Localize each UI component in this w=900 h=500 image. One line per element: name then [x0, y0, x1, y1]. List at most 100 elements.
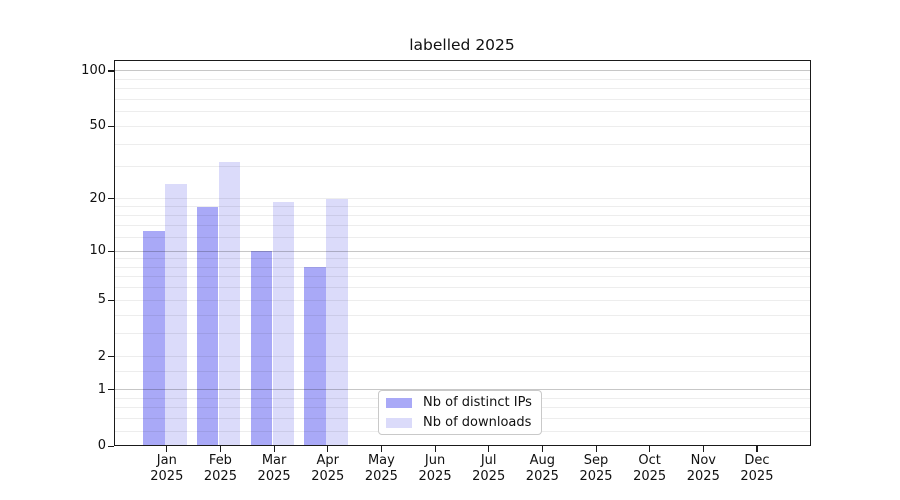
gridline-minor	[115, 332, 811, 334]
gridline-minor	[115, 276, 811, 278]
gridline-minor	[115, 258, 811, 260]
x-tick-mark	[702, 446, 704, 452]
bar-downloads-feb	[218, 161, 241, 446]
x-tick-mark	[541, 446, 544, 452]
gridline-minor	[115, 198, 811, 199]
x-tick-label-apr: Apr 2025	[298, 453, 358, 484]
x-tick-year: 2025	[150, 468, 184, 484]
gridline-minor	[115, 356, 811, 358]
gridline-minor	[115, 143, 811, 145]
y-tick-mark	[108, 198, 114, 200]
gridline-minor	[115, 287, 811, 289]
y-tick-label: 5	[97, 292, 106, 308]
x-tick-label-jul: Jul 2025	[459, 453, 519, 484]
x-tick-month: Jun	[424, 453, 446, 468]
bar-distinct-ips-feb	[196, 206, 219, 446]
x-tick-label-dec: Dec 2025	[727, 453, 787, 484]
y-tick-label: 2	[97, 348, 106, 364]
gridline-minor	[115, 266, 811, 268]
gridline-major	[115, 389, 811, 391]
x-tick-mark	[756, 446, 758, 452]
x-tick-month: Feb	[208, 453, 232, 468]
legend-swatch-icon	[386, 397, 412, 408]
x-tick-label-aug: Aug 2025	[512, 453, 572, 484]
x-tick-mark	[434, 446, 436, 452]
y-tick-mark	[108, 445, 114, 447]
y-tick-mark	[108, 250, 114, 252]
y-tick-label: 100	[81, 62, 106, 78]
x-tick-year: 2025	[633, 468, 667, 484]
x-tick-label-jan: Jan 2025	[137, 453, 197, 484]
gridline-major	[115, 70, 811, 72]
x-tick-year: 2025	[472, 468, 506, 484]
bar-downloads-mar	[272, 202, 295, 446]
x-tick-label-oct: Oct 2025	[620, 453, 680, 484]
gridline-minor	[115, 236, 811, 238]
x-tick-month: May	[367, 453, 395, 468]
gridline-minor	[115, 299, 811, 301]
x-tick-year: 2025	[525, 468, 559, 484]
y-tick-mark	[108, 356, 114, 358]
gridline-minor	[115, 111, 811, 113]
x-tick-year: 2025	[364, 468, 398, 484]
legend-label: Nb of downloads	[423, 415, 532, 430]
bar-distinct-ips-jan	[143, 231, 165, 446]
y-tick-label: 20	[89, 190, 106, 206]
x-tick-mark	[380, 446, 383, 452]
legend-swatch-icon	[386, 417, 412, 428]
y-tick-label: 50	[89, 118, 106, 134]
x-tick-year: 2025	[418, 468, 452, 484]
y-tick-label: 1	[97, 381, 106, 397]
x-tick-month: Jan	[156, 453, 177, 468]
gridline-minor	[115, 371, 811, 372]
x-tick-mark	[273, 446, 275, 452]
x-tick-month: Oct	[638, 453, 661, 468]
x-tick-month: Sep	[583, 453, 609, 468]
y-tick-mark	[108, 70, 114, 72]
x-tick-label-nov: Nov 2025	[673, 453, 733, 484]
gridline-minor	[115, 88, 811, 90]
x-tick-mark	[488, 446, 490, 452]
gridline-minor	[115, 125, 811, 127]
gridline-major	[115, 250, 811, 252]
x-tick-year: 2025	[740, 468, 774, 484]
gridline-minor	[115, 206, 811, 208]
gridline-minor	[115, 215, 811, 217]
gridline-minor	[115, 166, 811, 168]
x-tick-year: 2025	[311, 468, 345, 484]
y-tick-mark	[108, 299, 114, 302]
x-tick-year: 2025	[686, 468, 720, 484]
x-tick-month: Jul	[480, 453, 497, 468]
bar-distinct-ips-mar	[250, 251, 273, 446]
x-tick-label-may: May 2025	[351, 453, 411, 484]
x-tick-year: 2025	[203, 468, 237, 484]
bar-distinct-ips-apr	[304, 267, 326, 446]
legend: Nb of distinct IPs Nb of downloads	[378, 390, 542, 435]
x-tick-label-jun: Jun 2025	[405, 453, 465, 484]
chart-title: labelled 2025	[409, 36, 515, 54]
gridline-minor	[115, 98, 811, 100]
legend-item: Nb of downloads	[386, 414, 533, 431]
x-tick-label-sep: Sep 2025	[566, 453, 626, 484]
x-tick-mark	[595, 446, 597, 452]
x-tick-month: Apr	[316, 453, 340, 468]
x-tick-month: Nov	[690, 453, 716, 468]
y-tick-label: 10	[89, 243, 106, 259]
gridline-minor	[115, 225, 811, 227]
x-tick-label-mar: Mar 2025	[244, 453, 304, 484]
x-tick-year: 2025	[579, 468, 613, 484]
x-tick-label-feb: Feb 2025	[190, 453, 250, 484]
bar-downloads-jan	[165, 184, 187, 446]
y-tick-mark	[108, 389, 114, 391]
x-tick-month: Mar	[261, 453, 287, 468]
x-tick-mark	[327, 446, 329, 452]
x-tick-mark	[649, 446, 651, 452]
gridline-minor	[115, 78, 811, 80]
x-tick-month: Dec	[744, 453, 770, 468]
x-tick-month: Aug	[529, 453, 556, 468]
legend-label: Nb of distinct IPs	[423, 395, 532, 410]
gridline-minor	[115, 314, 811, 316]
legend-item: Nb of distinct IPs	[386, 394, 533, 411]
x-tick-mark	[166, 446, 168, 452]
